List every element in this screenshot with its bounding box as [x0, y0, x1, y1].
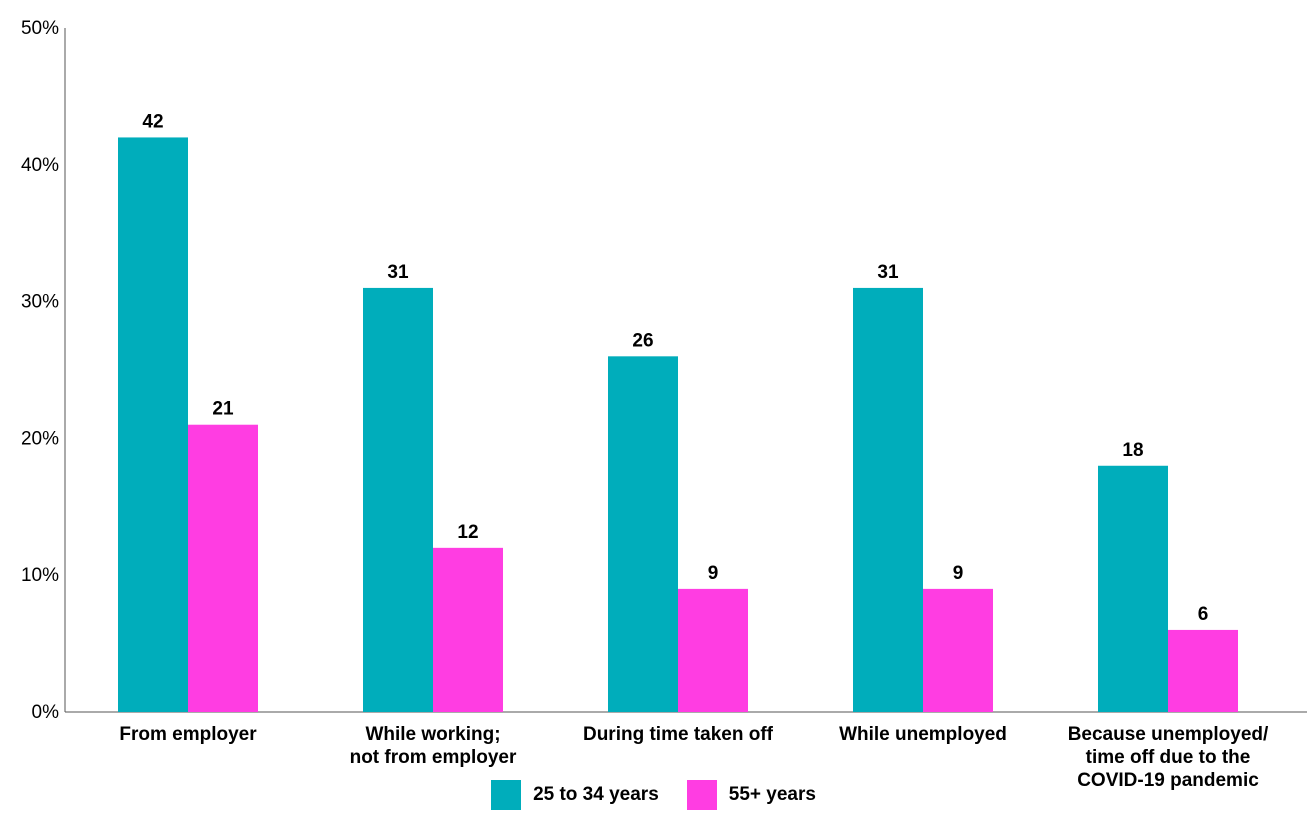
legend-label-series-2: 55+ years — [728, 784, 816, 805]
data-label: 31 — [877, 262, 899, 283]
bar-series-1 — [363, 287, 433, 712]
data-label: 12 — [457, 522, 478, 543]
bar-series-2 — [678, 588, 748, 712]
data-label: 18 — [1122, 440, 1143, 461]
y-tick-label: 20% — [21, 428, 59, 449]
legend: 25 to 34 years 55+ years — [0, 780, 1307, 810]
data-label: 26 — [632, 330, 653, 351]
x-category-label: Because unemployed/time off due to the CO… — [1068, 724, 1269, 791]
y-tick-label: 0% — [32, 702, 60, 723]
bar-series-1 — [118, 137, 188, 712]
bar-series-2 — [188, 424, 258, 712]
bar-series-2 — [433, 547, 503, 712]
y-axis: 0% 10% 20% 30% 40% 50% — [21, 18, 1307, 723]
legend-swatch-series-1 — [491, 780, 522, 810]
bar-series-1 — [1098, 465, 1168, 712]
bars-group: 42 21 31 12 26 9 31 9 18 6 — [118, 111, 1238, 712]
bar-series-1 — [608, 356, 678, 712]
x-category-label: From employer — [119, 724, 257, 745]
bar-series-2 — [1168, 629, 1238, 712]
legend-swatch-series-2 — [686, 780, 717, 810]
y-tick-label: 10% — [21, 565, 59, 586]
bar-series-1 — [853, 287, 923, 712]
y-tick-label: 50% — [21, 18, 59, 39]
data-label: 6 — [1198, 604, 1209, 625]
data-label: 9 — [708, 563, 719, 584]
data-label: 42 — [142, 111, 163, 132]
x-category-label: During time taken off — [583, 724, 774, 745]
legend-item-series-1: 25 to 34 years — [491, 780, 659, 810]
legend-item-series-2: 55+ years — [686, 780, 816, 810]
y-tick-label: 30% — [21, 292, 59, 313]
x-category-label: While working; not from employer — [350, 724, 517, 768]
data-label: 21 — [212, 399, 234, 420]
x-category-label: While unemployed — [839, 724, 1007, 745]
x-axis-labels: From employer While working; not from empl… — [119, 724, 1269, 791]
y-tick-label: 40% — [21, 155, 59, 176]
data-label: 9 — [953, 563, 964, 584]
bar-series-2 — [923, 588, 993, 712]
data-label: 31 — [387, 262, 409, 283]
legend-label-series-1: 25 to 34 years — [533, 784, 659, 805]
